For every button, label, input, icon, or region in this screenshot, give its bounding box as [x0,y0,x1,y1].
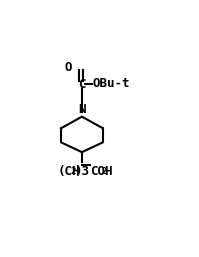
Text: N: N [78,103,86,116]
Text: )3: )3 [74,165,89,178]
Text: O: O [64,61,72,74]
Text: H: H [104,165,112,178]
Text: 2: 2 [101,167,107,176]
Text: OBu-t: OBu-t [93,77,130,90]
Text: C: C [78,78,86,91]
Text: 2: 2 [71,167,76,176]
Text: (CH: (CH [58,165,81,178]
Text: CO: CO [90,165,105,178]
